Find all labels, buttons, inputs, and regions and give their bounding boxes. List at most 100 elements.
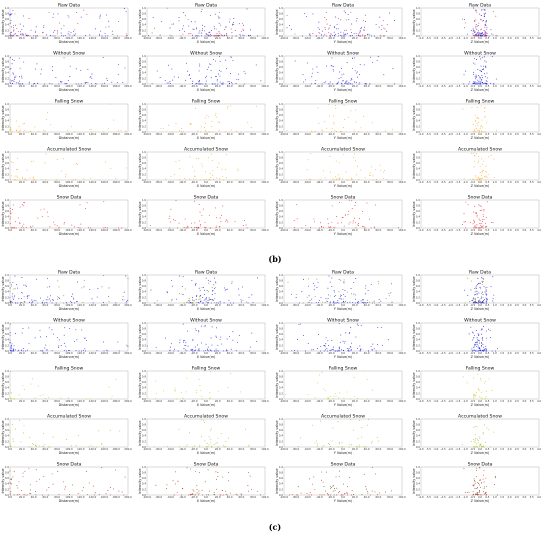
x-tick-label: 0.5: [485, 228, 489, 232]
data-point: [41, 179, 43, 180]
y-tick-label: 0.4: [142, 119, 146, 123]
y-axis-label: Intensity value: [275, 420, 279, 445]
data-point: [14, 287, 16, 289]
data-point: [217, 15, 219, 17]
data-point: [363, 29, 365, 31]
data-point: [57, 296, 58, 298]
data-point: [490, 286, 492, 288]
data-point: [174, 220, 176, 221]
data-point: [176, 398, 178, 400]
x-tick-label: -4.0: [418, 36, 423, 40]
data-point: [164, 80, 166, 81]
x-axis-label: Y Value(m): [334, 307, 353, 311]
data-point: [195, 27, 197, 29]
data-point: [183, 226, 185, 228]
x-tick-label: 1.0: [493, 495, 497, 499]
x-tick-label: 80.0: [250, 180, 256, 184]
data-point: [84, 338, 86, 340]
data-point: [219, 61, 221, 62]
data-point: [370, 166, 372, 168]
x-tick-label: 60.0: [239, 447, 245, 451]
data-point: [234, 30, 236, 31]
x-tick-label: 20.0: [19, 180, 25, 184]
data-point: [199, 220, 201, 222]
data-point: [47, 299, 49, 301]
x-tick-label: 60.0: [239, 84, 245, 88]
data-point: [55, 302, 57, 304]
data-point: [475, 438, 476, 439]
data-point: [493, 83, 495, 85]
data-point: [16, 131, 18, 133]
data-point: [166, 292, 168, 294]
data-point: [324, 177, 326, 179]
data-point: [11, 59, 13, 61]
data-point: [362, 299, 363, 301]
data-point: [329, 24, 331, 26]
data-point: [485, 398, 487, 400]
data-point: [314, 130, 316, 132]
data-point: [58, 83, 60, 85]
x-tick-label: 20.0: [352, 180, 358, 184]
data-point: [199, 301, 201, 303]
x-tick-label: 2.0: [507, 36, 511, 40]
data-point: [211, 30, 212, 31]
data-point: [188, 302, 190, 304]
data-point: [474, 294, 475, 296]
x-tick-label: 100.0: [65, 84, 73, 88]
data-point: [19, 222, 21, 224]
y-axis-label: Intensity value: [412, 57, 416, 82]
data-point: [43, 25, 45, 26]
x-tick-label: 140.0: [89, 228, 97, 232]
x-tick-label: 40.0: [31, 228, 37, 232]
x-tick-label: 20.0: [352, 351, 358, 355]
data-point: [319, 28, 321, 30]
x-tick-label: 20.0: [352, 36, 358, 40]
y-tick-label: 0.6: [5, 161, 9, 165]
x-tick-label: 20.0: [215, 180, 221, 184]
x-tick-label: 100.0: [65, 351, 73, 355]
data-point: [244, 73, 246, 75]
data-point: [11, 350, 12, 352]
data-point: [393, 20, 395, 22]
data-point: [101, 83, 103, 85]
data-point: [370, 227, 372, 229]
y-tick-label: 0.2: [416, 343, 420, 347]
data-point: [219, 17, 221, 19]
y-tick-label: 0.4: [279, 290, 283, 294]
data-point: [210, 227, 212, 229]
data-point: [190, 349, 192, 351]
x-tick-label: 0.0: [341, 399, 345, 403]
data-point: [348, 19, 350, 21]
data-point: [213, 34, 215, 36]
data-point: [205, 343, 207, 345]
x-tick-label: 60.0: [43, 132, 49, 136]
data-point: [492, 222, 494, 224]
data-point: [333, 227, 335, 229]
x-tick-label: 80.0: [54, 303, 60, 307]
data-point: [324, 17, 326, 18]
data-point: [58, 227, 60, 229]
x-tick-label: 3.0: [522, 180, 526, 184]
data-point: [490, 446, 492, 448]
x-tick-label: -80.0: [292, 84, 299, 88]
data-point: [219, 69, 221, 71]
data-point: [219, 32, 221, 34]
data-point: [314, 442, 316, 444]
data-point: [75, 162, 77, 164]
data-point: [239, 33, 241, 35]
data-point: [215, 471, 217, 473]
data-point: [181, 128, 183, 129]
data-point: [318, 302, 320, 303]
y-tick-label: 0.0: [279, 82, 283, 86]
data-point: [473, 480, 475, 482]
data-point: [96, 296, 98, 298]
data-point: [26, 131, 28, 133]
data-point: [205, 349, 207, 351]
data-point: [313, 289, 315, 291]
data-point: [331, 221, 333, 223]
data-point: [474, 114, 476, 116]
x-axis-label: X Value(m): [197, 136, 216, 140]
data-point: [332, 35, 333, 36]
data-point: [324, 390, 326, 392]
